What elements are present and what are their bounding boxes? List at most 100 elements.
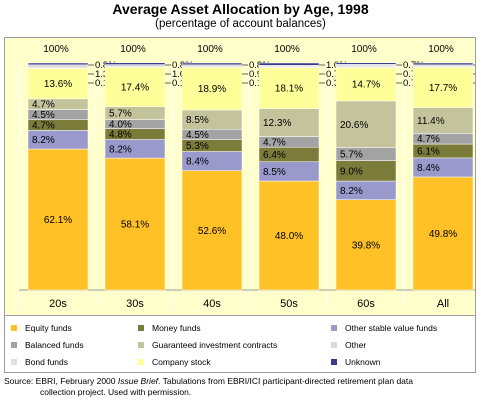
data-label: 4.5% (186, 130, 209, 141)
data-label: 17.7% (429, 83, 457, 94)
bar-segment (181, 62, 243, 66)
legend-swatch (11, 358, 17, 365)
data-label: 4.0% (109, 120, 132, 131)
legend-item: Balanced funds (11, 340, 84, 350)
stacked-bar-chart: 62.1%8.2%4.7%4.5%4.7%13.6%0.8%1.3%0.1%10… (18, 44, 475, 310)
legend-item: Money funds (138, 323, 201, 333)
x-tick-label: 40s (203, 298, 221, 310)
legend-label: Money funds (152, 323, 201, 333)
total-label: 100% (428, 44, 454, 55)
source-prefix: Source: EBRI, February 2000 (4, 376, 118, 386)
data-label: 8.4% (186, 157, 209, 168)
plot-area: 62.1%8.2%4.7%4.5%4.7%13.6%0.8%1.3%0.1%10… (4, 37, 476, 316)
legend: Equity funds Money funds Other stable va… (4, 316, 476, 373)
bar-segment (181, 170, 243, 291)
data-label: 48.0% (275, 231, 303, 242)
bar-segment (412, 64, 474, 67)
data-label: 8.2% (32, 135, 55, 146)
data-label: 12.3% (263, 118, 291, 129)
bar-segment (412, 62, 474, 66)
bar-segment (335, 62, 397, 65)
data-label: 49.8% (429, 229, 457, 240)
bar-segment (181, 64, 243, 68)
data-label: 6.1% (417, 146, 440, 157)
x-tick-label: All (437, 298, 449, 310)
legend-item: Equity funds (11, 323, 72, 333)
data-label: 8.2% (109, 144, 132, 155)
data-label: 8.2% (340, 186, 363, 197)
legend-swatch (11, 324, 17, 331)
data-label: 20.6% (340, 120, 368, 131)
bar-segment (27, 67, 89, 100)
bar-segment (258, 108, 320, 137)
legend-label: Guaranteed investment contracts (152, 340, 278, 350)
data-label: 58.1% (121, 220, 149, 231)
bar-segment (412, 107, 474, 134)
x-tick-label: 20s (49, 298, 67, 310)
data-label: 18.1% (275, 84, 303, 95)
total-label: 100% (351, 44, 377, 55)
x-tick-label: 50s (280, 298, 298, 310)
data-label: 4.5% (32, 110, 55, 121)
x-tick-label: 30s (126, 298, 144, 310)
legend-item: Other (331, 340, 366, 350)
data-label: 17.4% (121, 82, 149, 93)
bar-segment (104, 157, 166, 291)
data-label: 5.3% (186, 141, 209, 152)
source-note: Source: EBRI, February 2000 Issue Brief.… (4, 376, 474, 398)
bar-segment (27, 64, 89, 69)
bar-segment (258, 67, 320, 109)
data-label: 39.8% (352, 240, 380, 251)
legend-item: Bond funds (11, 357, 68, 367)
bar-segment (412, 176, 474, 291)
bar-segment (27, 148, 89, 291)
data-label: 13.6% (44, 79, 72, 90)
legend-swatch (331, 324, 337, 331)
data-label: 4.7% (263, 137, 286, 148)
bar-segment (412, 67, 474, 108)
legend-item: Other stable value funds (331, 323, 437, 333)
legend-swatch (138, 341, 144, 348)
data-label: 11.4% (417, 116, 445, 127)
bar-segment (181, 66, 243, 111)
legend-label: Unknown (345, 357, 381, 367)
bar-segment (335, 67, 397, 102)
data-label: 9.0% (340, 166, 363, 177)
data-label: 18.9% (198, 84, 226, 95)
bar-segment (258, 180, 320, 291)
legend-swatch (11, 341, 17, 348)
data-label: 4.7% (32, 121, 55, 132)
legend-label: Bond funds (25, 357, 69, 367)
bar-segment (258, 62, 320, 66)
data-label: 6.4% (263, 150, 286, 161)
chart-title: Average Asset Allocation by Age, 1998 (112, 1, 369, 17)
legend-swatch (331, 341, 337, 348)
data-label: 4.7% (417, 134, 440, 145)
total-label: 100% (274, 44, 300, 55)
legend-label: Equity funds (25, 323, 72, 333)
data-label: 52.6% (198, 226, 226, 237)
legend-label: Other stable value funds (345, 323, 438, 333)
bar-segment (104, 64, 166, 68)
data-label: 4.7% (32, 100, 55, 111)
bar-segment (27, 62, 89, 66)
legend-label: Balanced funds (25, 340, 84, 350)
bar-segment (335, 199, 397, 291)
data-label: 14.7% (352, 80, 380, 91)
data-label: 5.7% (340, 150, 363, 161)
total-label: 100% (43, 44, 69, 55)
x-tick-label: 60s (357, 298, 375, 310)
total-label: 100% (197, 44, 223, 55)
data-label: 4.8% (109, 130, 132, 141)
source-emphasis: Issue Brief (117, 376, 159, 386)
legend-label: Company stock (152, 357, 211, 367)
data-label: 62.1% (44, 215, 72, 226)
data-label: 5.7% (109, 109, 132, 120)
source-suffix: . Tabulations from EBRI/ICI participant-… (158, 376, 413, 386)
data-label: 8.5% (186, 115, 209, 126)
legend-swatch (331, 358, 337, 365)
legend-swatch (138, 358, 144, 365)
legend-item: Guaranteed investment contracts (138, 340, 277, 350)
total-label: 100% (120, 44, 146, 55)
legend-label: Other (345, 340, 367, 350)
